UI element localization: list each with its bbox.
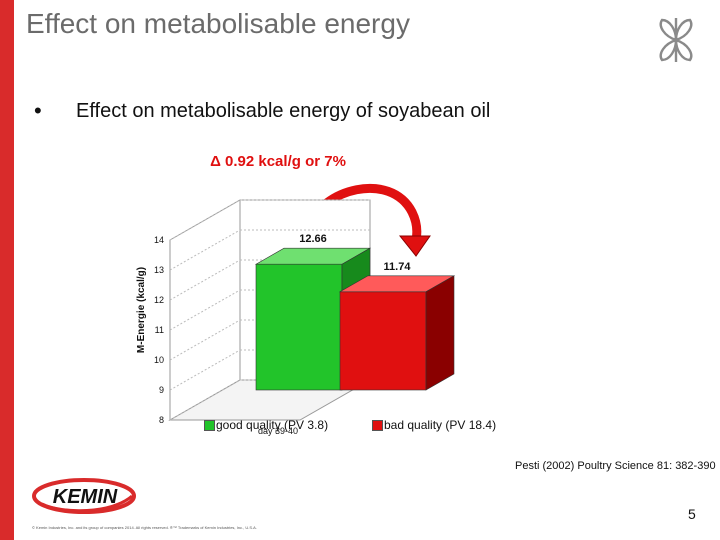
source-citation: Pesti (2002) Poultry Science 81: 382-390 [515, 460, 716, 472]
y-axis-label: M-Energie (kcal/g) [136, 267, 147, 353]
data-label: 12.66 [299, 233, 327, 245]
data-label: 11.74 [384, 261, 412, 273]
left-accent-bar [0, 0, 14, 540]
bar-chart: Δ 0.92 kcal/g or 7% 8 9 10 11 12 13 14 M-Energ… [136, 153, 456, 436]
gridline-side [169, 199, 241, 241]
leaf-logo-icon [659, 18, 693, 62]
y-tick-label: 14 [154, 235, 164, 245]
y-tick-label: 13 [154, 265, 164, 275]
y-tick-label: 12 [154, 295, 164, 305]
bullet-text: Effect on metabolisable energy of soyabe… [76, 100, 491, 122]
page-number: 5 [688, 506, 696, 522]
legend-swatch-good [204, 420, 215, 431]
bullet-dot: • [34, 98, 42, 123]
y-tick-label: 8 [159, 415, 164, 425]
gridline-side [169, 349, 241, 391]
y-tick-label: 11 [155, 325, 164, 335]
gridline-side [169, 319, 241, 361]
y-axis-ticks: 8 9 10 11 12 13 14 [154, 235, 164, 425]
kemin-logo: KEMIN [32, 478, 136, 514]
bars: 12.66 11.74 [254, 233, 456, 391]
bar-bad-quality [338, 275, 456, 391]
gridline-side [169, 289, 241, 331]
curved-arrow-head [398, 235, 431, 257]
legend-label-good: good quality (PV 3.8) [216, 418, 329, 432]
gridline-side [169, 229, 241, 271]
copyright-notice: © Kemin Industries, Inc. and its group o… [32, 525, 257, 530]
y-tick-label: 10 [154, 355, 164, 365]
kemin-logo-text: KEMIN [53, 486, 118, 508]
x-category-label: day 39-40 [258, 426, 298, 436]
y-tick-label: 9 [159, 385, 164, 395]
legend-swatch-bad [372, 420, 383, 431]
legend: good quality (PV 3.8) bad quality (PV 18… [204, 418, 496, 434]
gridline-side [169, 379, 241, 421]
legend-label-bad: bad quality (PV 18.4) [384, 418, 497, 432]
delta-annotation: Δ 0.92 kcal/g or 7% [210, 153, 346, 170]
slide-title: Effect on metabolisable energy [26, 8, 410, 39]
gridline-side [169, 259, 241, 301]
